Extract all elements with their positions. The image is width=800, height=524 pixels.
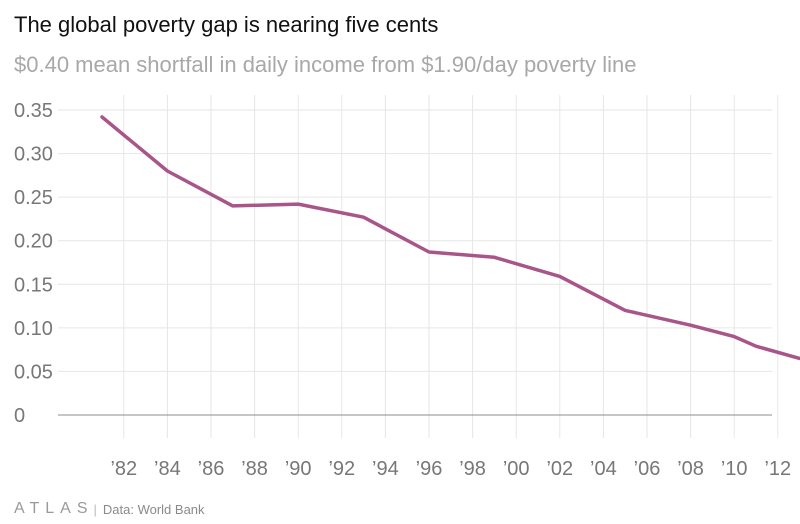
data-point: [165, 169, 169, 173]
y-tick-label: 0.30: [14, 144, 53, 166]
data-point: [296, 202, 300, 206]
data-point: [492, 255, 496, 259]
x-tick-label: ’92: [328, 458, 355, 480]
chart-title: The global poverty gap is nearing five c…: [14, 12, 439, 37]
x-tick-label: ’08: [677, 458, 704, 480]
y-tick-label: 0.05: [14, 361, 53, 383]
x-tick-label: ’94: [372, 458, 399, 480]
x-tick-label: ’00: [503, 458, 530, 480]
chart-subtitle: $0.40 mean shortfall in daily income fro…: [14, 52, 637, 77]
y-tick-label: 0: [14, 405, 25, 427]
x-tick-label: ’88: [241, 458, 268, 480]
x-tick-label: ’98: [459, 458, 486, 480]
x-tick-label: ’84: [154, 458, 181, 480]
footer-separator: |: [93, 501, 97, 517]
data-point: [558, 274, 562, 278]
x-tick-label: ’02: [546, 458, 573, 480]
data-point: [231, 204, 235, 208]
y-tick-label: 0.10: [14, 318, 53, 340]
data-point: [732, 335, 736, 339]
x-tick-label: ’96: [416, 458, 443, 480]
data-point: [362, 215, 366, 219]
x-tick-label: ’12: [764, 458, 791, 480]
footer: ATLAS | Data: World Bank: [14, 500, 205, 518]
data-point: [100, 115, 104, 119]
x-tick-label: ’10: [721, 458, 748, 480]
data-point: [754, 344, 758, 348]
x-tick-label: ’04: [590, 458, 617, 480]
data-point: [427, 250, 431, 254]
data-point: [623, 308, 627, 312]
line-chart: 0 0.05 0.10 0.15 0.20 0.25 0.30 0.35 ’82 ’84 ’86 ’8…: [14, 95, 800, 480]
x-tick-label: ’86: [198, 458, 225, 480]
source-note: Data: World Bank: [102, 501, 205, 517]
x-tick-label: ’06: [634, 458, 661, 480]
x-tick-label: ’82: [110, 458, 137, 480]
x-tick-label: ’90: [285, 458, 312, 480]
y-tick-label: 0.35: [14, 100, 53, 122]
y-tick-label: 0.15: [14, 274, 53, 296]
poverty-gap-line: [100, 115, 800, 361]
atlas-logo[interactable]: ATLAS: [14, 500, 94, 517]
y-tick-label: 0.20: [14, 231, 53, 253]
data-point: [689, 323, 693, 327]
y-tick-label: 0.25: [14, 187, 53, 209]
